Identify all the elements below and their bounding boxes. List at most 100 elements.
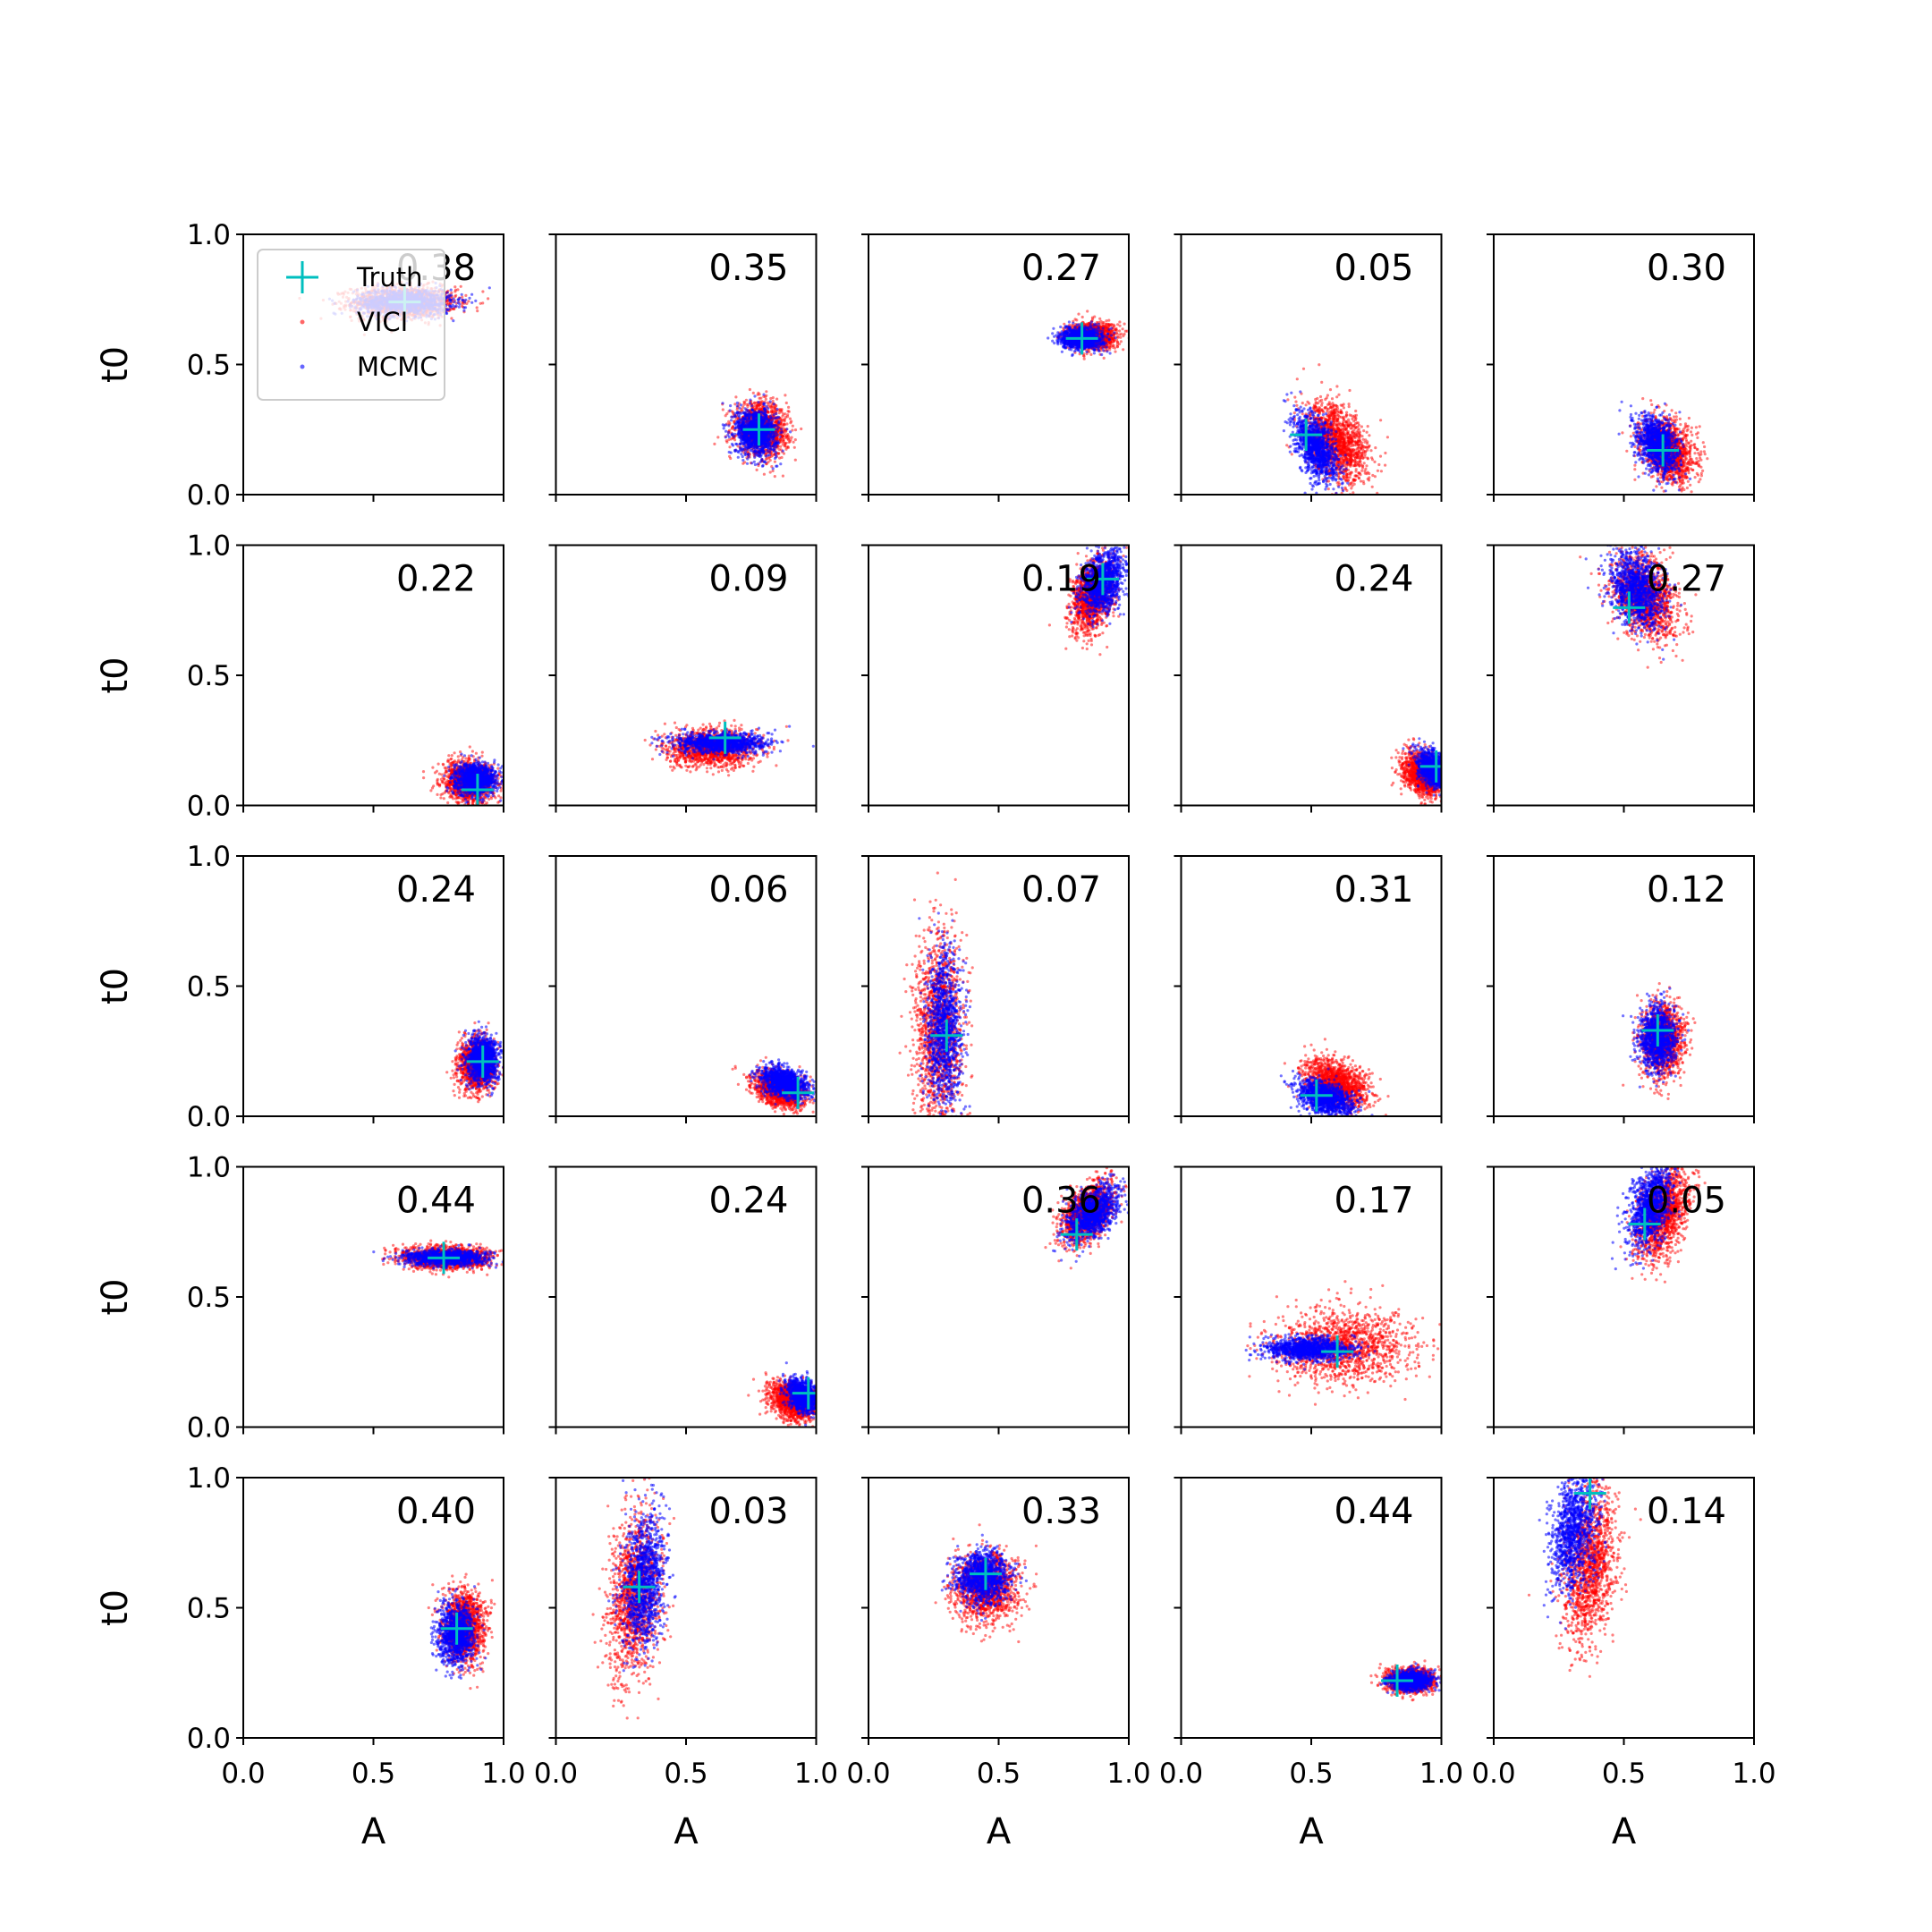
vici-point bbox=[479, 302, 482, 305]
mcmc-point bbox=[740, 453, 742, 455]
mcmc-point bbox=[727, 431, 730, 434]
vici-point bbox=[793, 446, 796, 449]
mcmc-point bbox=[775, 417, 777, 419]
mcmc-point bbox=[468, 297, 470, 300]
vici-point bbox=[777, 452, 780, 454]
mcmc-point bbox=[753, 453, 756, 456]
mcmc-legend-icon bbox=[301, 365, 305, 369]
vici-point bbox=[769, 459, 772, 462]
mcmc-point bbox=[769, 414, 772, 417]
vici-point bbox=[725, 412, 728, 415]
vici-point bbox=[787, 410, 790, 412]
vici-point bbox=[765, 390, 767, 393]
vici-point bbox=[794, 459, 797, 462]
mcmc-point bbox=[733, 449, 736, 452]
vici-point bbox=[481, 290, 484, 292]
vici-point bbox=[774, 461, 776, 463]
mcmc-point bbox=[758, 451, 760, 453]
mcmc-point bbox=[760, 449, 763, 452]
vici-point bbox=[788, 441, 791, 444]
mcmc-point bbox=[762, 464, 765, 467]
vici-point bbox=[787, 438, 790, 441]
mcmc-point bbox=[763, 403, 766, 406]
vici-point bbox=[749, 388, 751, 391]
mcmc-point bbox=[474, 300, 477, 302]
mcmc-point bbox=[739, 443, 741, 445]
vici-point bbox=[716, 436, 719, 438]
vici-point bbox=[779, 445, 782, 448]
legend-label-truth: Truth bbox=[356, 262, 423, 292]
mcmc-point bbox=[457, 301, 460, 304]
vici-point bbox=[722, 408, 724, 411]
mcmc-point bbox=[775, 428, 778, 431]
legend-label-vici: VICI bbox=[357, 307, 408, 337]
mcmc-point bbox=[750, 462, 753, 464]
mcmc-point bbox=[750, 409, 753, 411]
vici-point bbox=[753, 402, 756, 404]
mcmc-point bbox=[775, 408, 778, 411]
vici-point bbox=[769, 470, 772, 473]
vici-point bbox=[713, 443, 716, 445]
mcmc-point bbox=[733, 433, 736, 436]
vici-point bbox=[781, 411, 784, 413]
mcmc-point bbox=[769, 400, 772, 402]
vici-point bbox=[789, 418, 792, 420]
mcmc-point bbox=[767, 454, 769, 457]
mcmc-point bbox=[744, 442, 747, 445]
mcmc-point bbox=[754, 463, 757, 466]
mcmc-point bbox=[740, 403, 742, 406]
mcmc-point bbox=[740, 435, 742, 437]
mcmc-point bbox=[464, 306, 467, 309]
mcmc-point bbox=[744, 453, 747, 456]
mcmc-point bbox=[738, 415, 741, 418]
vici-point bbox=[784, 445, 786, 447]
mcmc-point bbox=[735, 443, 738, 445]
mcmc-point bbox=[761, 442, 764, 445]
mcmc-point bbox=[764, 438, 767, 441]
vici-point bbox=[771, 454, 774, 457]
mcmc-point bbox=[757, 462, 759, 465]
mcmc-point bbox=[741, 455, 744, 458]
mcmc-point bbox=[453, 298, 455, 301]
vici-point bbox=[454, 294, 457, 297]
vici-point bbox=[800, 428, 802, 430]
vici-point bbox=[772, 400, 775, 402]
mcmc-point bbox=[749, 399, 751, 402]
vici-point bbox=[758, 404, 761, 407]
mcmc-point bbox=[741, 459, 744, 462]
mcmc-point bbox=[762, 394, 765, 396]
vici-point bbox=[734, 395, 737, 398]
y-axis-label: t0 bbox=[95, 346, 136, 383]
vici-point bbox=[754, 407, 757, 410]
vici-point bbox=[772, 409, 775, 411]
mcmc-point bbox=[754, 443, 757, 445]
mcmc-point bbox=[754, 450, 757, 453]
mcmc-point bbox=[753, 456, 756, 459]
vici-point bbox=[752, 392, 755, 394]
mcmc-point bbox=[752, 432, 755, 435]
mcmc-point bbox=[773, 424, 775, 427]
mcmc-point bbox=[773, 448, 775, 451]
vici-point bbox=[763, 473, 766, 476]
mcmc-point bbox=[734, 423, 737, 426]
vici-legend-icon bbox=[301, 320, 305, 325]
vici-point bbox=[760, 400, 763, 402]
vici-point bbox=[467, 300, 470, 302]
mcmc-point bbox=[488, 286, 491, 289]
vici-point bbox=[746, 405, 749, 408]
mcmc-point bbox=[746, 462, 749, 465]
vici-point bbox=[784, 394, 786, 396]
mcmc-point bbox=[739, 448, 741, 451]
vici-point bbox=[784, 412, 786, 415]
mcmc-point bbox=[749, 412, 751, 415]
y-tick-label: 0.0 bbox=[187, 479, 231, 512]
vici-point bbox=[784, 432, 786, 435]
vici-point bbox=[791, 436, 793, 439]
mcmc-point bbox=[779, 462, 782, 465]
vici-point bbox=[725, 441, 728, 444]
mcmc-point bbox=[764, 445, 767, 448]
vici-point bbox=[743, 402, 746, 404]
vici-point bbox=[736, 408, 739, 411]
mcmc-point bbox=[464, 299, 467, 301]
